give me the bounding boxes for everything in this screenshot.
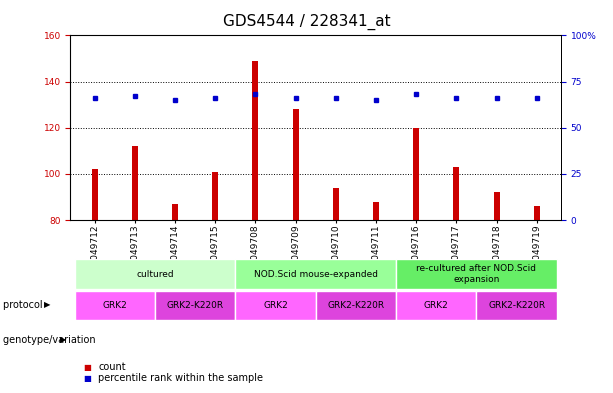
Text: ■: ■ bbox=[83, 363, 91, 372]
Bar bbox=[212, 172, 218, 220]
Bar bbox=[292, 109, 299, 220]
Bar bbox=[454, 167, 459, 220]
Bar bbox=[476, 291, 557, 320]
Text: GRK2-K220R: GRK2-K220R bbox=[167, 301, 224, 310]
Bar bbox=[396, 259, 557, 289]
Text: re-cultured after NOD.Scid
expansion: re-cultured after NOD.Scid expansion bbox=[416, 264, 536, 284]
Bar bbox=[333, 188, 339, 220]
Text: ■: ■ bbox=[83, 374, 91, 382]
Text: NOD.Scid mouse-expanded: NOD.Scid mouse-expanded bbox=[254, 270, 378, 279]
Text: protocol: protocol bbox=[3, 299, 46, 310]
Bar bbox=[253, 61, 259, 220]
Bar bbox=[493, 192, 500, 220]
Bar bbox=[91, 169, 97, 220]
Bar bbox=[316, 291, 396, 320]
Text: GRK2: GRK2 bbox=[263, 301, 288, 310]
Text: percentile rank within the sample: percentile rank within the sample bbox=[98, 373, 263, 383]
Text: count: count bbox=[98, 362, 126, 373]
Bar bbox=[75, 291, 155, 320]
Text: GRK2: GRK2 bbox=[424, 301, 449, 310]
Bar bbox=[373, 202, 379, 220]
Text: GDS4544 / 228341_at: GDS4544 / 228341_at bbox=[223, 14, 390, 30]
Bar bbox=[235, 259, 396, 289]
Text: GRK2-K220R: GRK2-K220R bbox=[327, 301, 384, 310]
Text: ▶: ▶ bbox=[60, 336, 67, 344]
Text: GRK2-K220R: GRK2-K220R bbox=[488, 301, 545, 310]
Bar bbox=[235, 291, 316, 320]
Bar bbox=[75, 259, 235, 289]
Bar bbox=[172, 204, 178, 220]
Bar bbox=[155, 291, 235, 320]
Text: genotype/variation: genotype/variation bbox=[3, 335, 99, 345]
Text: GRK2: GRK2 bbox=[102, 301, 127, 310]
Bar bbox=[534, 206, 540, 220]
Text: cultured: cultured bbox=[136, 270, 173, 279]
Bar bbox=[396, 291, 476, 320]
Bar bbox=[132, 146, 138, 220]
Bar bbox=[413, 128, 419, 220]
Text: ▶: ▶ bbox=[44, 300, 51, 309]
